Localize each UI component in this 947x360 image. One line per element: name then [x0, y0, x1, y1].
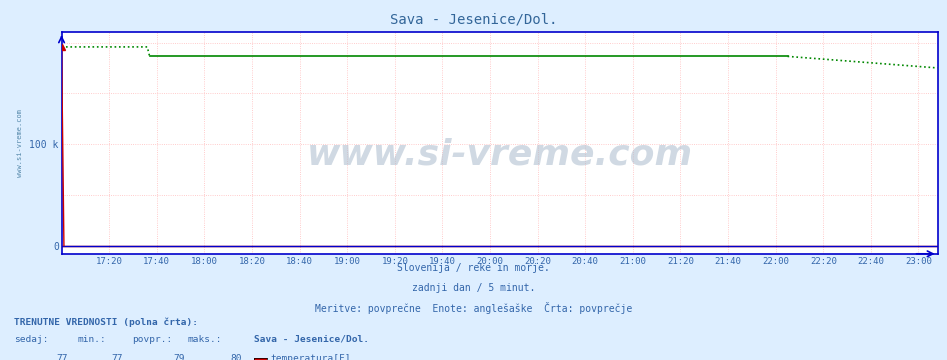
Text: Meritve: povprečne  Enote: anglešaške  Črta: povprečje: Meritve: povprečne Enote: anglešaške Črt… [314, 302, 633, 314]
Text: Sava - Jesenice/Dol.: Sava - Jesenice/Dol. [390, 13, 557, 27]
Text: TRENUTNE VREDNOSTI (polna črta):: TRENUTNE VREDNOSTI (polna črta): [14, 318, 198, 327]
Text: temperatura[F]: temperatura[F] [271, 354, 351, 360]
Text: maks.:: maks.: [188, 335, 222, 344]
Text: www.si-vreme.com: www.si-vreme.com [16, 109, 23, 177]
Text: Slovenija / reke in morje.: Slovenija / reke in morje. [397, 263, 550, 273]
Text: min.:: min.: [78, 335, 106, 344]
Text: Sava - Jesenice/Dol.: Sava - Jesenice/Dol. [254, 335, 368, 344]
Text: www.si-vreme.com: www.si-vreme.com [307, 137, 692, 171]
Text: 77: 77 [112, 354, 123, 360]
Text: 77: 77 [57, 354, 68, 360]
Text: sedaj:: sedaj: [14, 335, 48, 344]
Text: 80: 80 [230, 354, 241, 360]
Text: 79: 79 [173, 354, 185, 360]
Text: povpr.:: povpr.: [133, 335, 173, 344]
Text: zadnji dan / 5 minut.: zadnji dan / 5 minut. [412, 283, 535, 293]
